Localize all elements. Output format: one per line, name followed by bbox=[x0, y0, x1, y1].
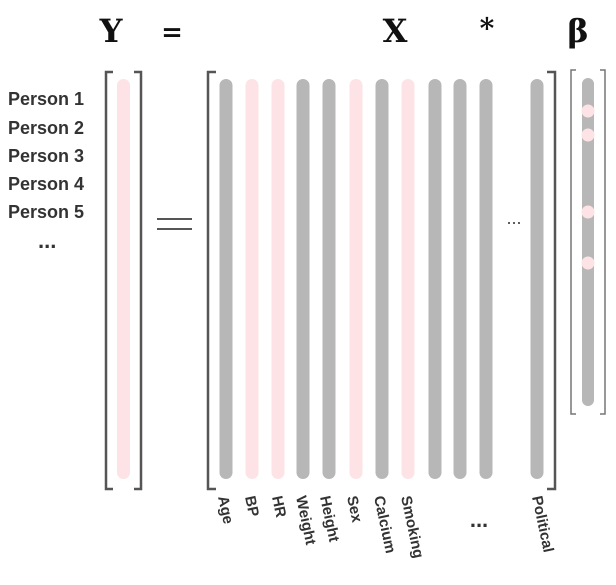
beta-highlight-4 bbox=[581, 256, 595, 270]
x-right-bracket bbox=[547, 70, 557, 491]
row-label-2: Person 2 bbox=[8, 118, 84, 138]
x-inline-ellipsis: ... bbox=[506, 208, 521, 228]
y-vector bbox=[104, 70, 143, 491]
x-column-9 bbox=[428, 79, 442, 479]
x-column-11 bbox=[479, 79, 493, 479]
y-symbol: Y bbox=[99, 12, 124, 50]
x-column-7 bbox=[375, 79, 389, 479]
x-column-8 bbox=[401, 79, 415, 479]
beta-highlight-3 bbox=[581, 205, 595, 219]
column-label-height: Height bbox=[316, 494, 342, 543]
x-column-1 bbox=[219, 79, 233, 479]
column-label-bp: BP bbox=[241, 494, 262, 518]
y-right-bracket bbox=[134, 70, 143, 491]
x-column-4 bbox=[296, 79, 310, 479]
row-label-1: Person 1 bbox=[8, 89, 84, 109]
column-label-weight: Weight bbox=[292, 494, 319, 546]
column-ellipsis: ... bbox=[470, 507, 488, 532]
column-label-hr: HR bbox=[268, 494, 289, 519]
beta-symbol: β bbox=[567, 12, 588, 50]
y-column bbox=[117, 79, 130, 479]
x-column-3 bbox=[271, 79, 285, 479]
x-column-5 bbox=[322, 79, 336, 479]
beta-right-bracket bbox=[600, 69, 606, 415]
equals-sign bbox=[157, 218, 192, 230]
row-label-5: Person 5 bbox=[8, 202, 84, 222]
beta-highlight-2 bbox=[581, 128, 595, 142]
equals-symbol: = bbox=[161, 18, 183, 48]
x-column-10 bbox=[453, 79, 467, 479]
column-label-smoking: Smoking bbox=[397, 494, 427, 559]
x-symbol: X bbox=[383, 12, 408, 50]
column-label-calcium: Calcium bbox=[370, 494, 399, 555]
beta-left-bracket bbox=[570, 69, 576, 415]
beta-column bbox=[582, 78, 594, 406]
x-column-2 bbox=[245, 79, 259, 479]
x-matrix: ... bbox=[206, 70, 557, 491]
y-left-bracket bbox=[104, 70, 113, 491]
x-left-bracket bbox=[206, 70, 216, 491]
column-label-sex: Sex bbox=[343, 494, 365, 524]
row-label-3: Person 3 bbox=[8, 146, 84, 166]
column-label-age: Age bbox=[214, 494, 237, 525]
beta-vector bbox=[570, 69, 606, 415]
x-columns bbox=[219, 79, 544, 479]
x-column-12 bbox=[530, 79, 544, 479]
beta-highlight-1 bbox=[581, 104, 595, 118]
beta-highlights bbox=[581, 104, 595, 270]
times-symbol: * bbox=[480, 12, 495, 45]
column-label-political: Political bbox=[528, 494, 557, 554]
x-column-6 bbox=[349, 79, 363, 479]
row-label-4: Person 4 bbox=[8, 174, 84, 194]
row-ellipsis: ... bbox=[38, 228, 56, 253]
